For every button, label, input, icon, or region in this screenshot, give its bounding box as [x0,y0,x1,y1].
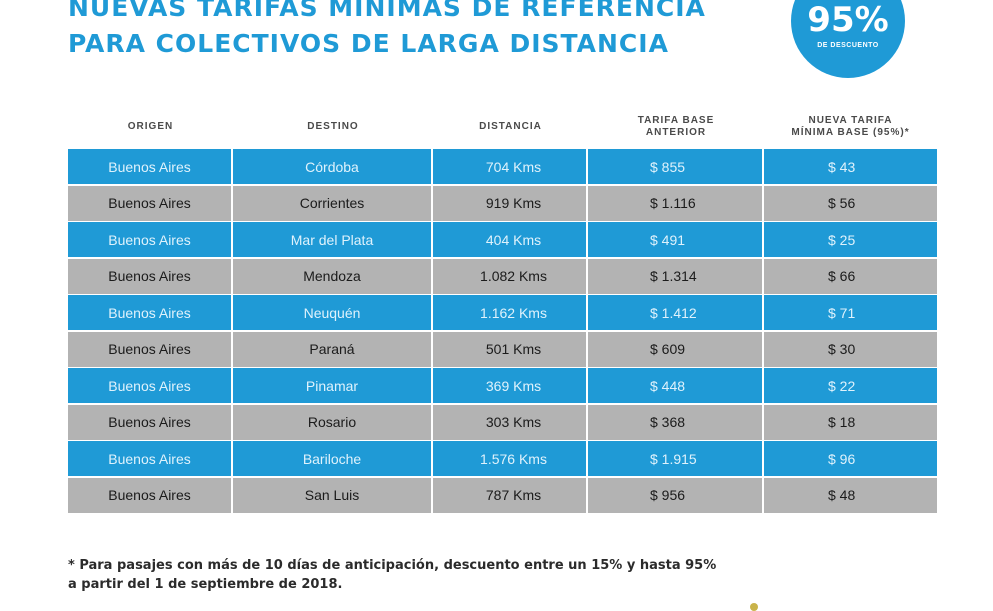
header-nueva-tarifa: NUEVA TARIFA MÍNIMA BASE (95%)* [764,115,937,139]
page-title: NUEVAS TARIFAS MÍNIMAS DE REFERENCIA PAR… [68,0,706,62]
cell-tarifa-anterior: $ 1.314 [588,258,764,294]
table-row: Buenos Aires Rosario 303 Kms $ 368 $ 18 [68,404,937,440]
header-nueva-tarifa-line-1: NUEVA TARIFA [808,115,893,126]
cell-nueva-tarifa: $ 18 [764,404,937,440]
cell-destino: Pinamar [233,368,433,403]
cell-distancia: 1.576 Kms [433,441,588,476]
cell-tarifa-anterior: $ 1.116 [588,185,764,221]
cell-tarifa-anterior: $ 855 [588,149,764,184]
cell-origen: Buenos Aires [68,185,233,221]
cell-nueva-tarifa: $ 56 [764,185,937,221]
cell-origen: Buenos Aires [68,368,233,403]
table-row: Buenos Aires Corrientes 919 Kms $ 1.116 … [68,185,937,221]
cell-origen: Buenos Aires [68,331,233,367]
cell-nueva-tarifa: $ 48 [764,477,937,513]
title-line-2: PARA COLECTIVOS DE LARGA DISTANCIA [68,29,669,58]
footnote: * Para pasajes con más de 10 días de ant… [68,556,828,594]
header-distancia: DISTANCIA [479,121,542,132]
cell-distancia: 369 Kms [433,368,588,403]
cell-destino: San Luis [233,477,433,513]
table-row: Buenos Aires Neuquén 1.162 Kms $ 1.412 $… [68,295,937,330]
cell-tarifa-anterior: $ 448 [588,368,764,403]
cell-destino: Bariloche [233,441,433,476]
cell-nueva-tarifa: $ 43 [764,149,937,184]
header-nueva-tarifa-line-2: MÍNIMA BASE (95%)* [791,127,910,138]
cell-destino: Neuquén [233,295,433,330]
cell-nueva-tarifa: $ 30 [764,331,937,367]
cell-origen: Buenos Aires [68,441,233,476]
cell-tarifa-anterior: $ 609 [588,331,764,367]
cell-destino: Mendoza [233,258,433,294]
cell-nueva-tarifa: $ 22 [764,368,937,403]
table-row: Buenos Aires Mendoza 1.082 Kms $ 1.314 $… [68,258,937,294]
cell-nueva-tarifa: $ 71 [764,295,937,330]
cell-tarifa-anterior: $ 1.412 [588,295,764,330]
cell-origen: Buenos Aires [68,222,233,257]
cell-nueva-tarifa: $ 25 [764,222,937,257]
cell-distancia: 704 Kms [433,149,588,184]
cell-origen: Buenos Aires [68,295,233,330]
cell-origen: Buenos Aires [68,149,233,184]
cell-tarifa-anterior: $ 368 [588,404,764,440]
cell-origen: Buenos Aires [68,404,233,440]
cell-distancia: 919 Kms [433,185,588,221]
cell-distancia: 404 Kms [433,222,588,257]
cell-distancia: 787 Kms [433,477,588,513]
cell-distancia: 1.162 Kms [433,295,588,330]
discount-badge: 95% DE DESCUENTO [791,0,905,78]
cell-distancia: 303 Kms [433,404,588,440]
footnote-line-2: a partir del 1 de septiembre de 2018. [68,577,343,592]
table-row: Buenos Aires San Luis 787 Kms $ 956 $ 48 [68,477,937,513]
cell-tarifa-anterior: $ 956 [588,477,764,513]
table-header: ORIGEN DESTINO DISTANCIA TARIFA BASE ANT… [68,105,937,149]
fares-table: ORIGEN DESTINO DISTANCIA TARIFA BASE ANT… [68,105,937,514]
cell-tarifa-anterior: $ 491 [588,222,764,257]
table-row: Buenos Aires Bariloche 1.576 Kms $ 1.915… [68,441,937,476]
cell-destino: Rosario [233,404,433,440]
cell-destino: Córdoba [233,149,433,184]
header-tarifa-anterior-line-1: TARIFA BASE [637,115,715,126]
cell-distancia: 501 Kms [433,331,588,367]
header-tarifa-anterior: TARIFA BASE ANTERIOR [588,115,764,139]
header-destino: DESTINO [307,121,359,132]
cell-origen: Buenos Aires [68,258,233,294]
table-row: Buenos Aires Pinamar 369 Kms $ 448 $ 22 [68,368,937,403]
cell-origen: Buenos Aires [68,477,233,513]
header-origen: ORIGEN [127,121,174,132]
logo-fragment-icon [750,603,758,611]
cell-distancia: 1.082 Kms [433,258,588,294]
discount-label: DE DESCUENTO [817,42,879,49]
cell-tarifa-anterior: $ 1.915 [588,441,764,476]
table-body: Buenos Aires Córdoba 704 Kms $ 855 $ 43 … [68,149,937,513]
title-line-1: NUEVAS TARIFAS MÍNIMAS DE REFERENCIA [68,0,706,22]
table-row: Buenos Aires Mar del Plata 404 Kms $ 491… [68,222,937,257]
table-row: Buenos Aires Córdoba 704 Kms $ 855 $ 43 [68,149,937,184]
cell-destino: Paraná [233,331,433,367]
cell-destino: Mar del Plata [233,222,433,257]
header-tarifa-anterior-line-2: ANTERIOR [645,127,707,138]
cell-nueva-tarifa: $ 96 [764,441,937,476]
table-row: Buenos Aires Paraná 501 Kms $ 609 $ 30 [68,331,937,367]
footnote-line-1: * Para pasajes con más de 10 días de ant… [68,558,717,573]
cell-destino: Corrientes [233,185,433,221]
discount-percent: 95% [807,0,889,40]
cell-nueva-tarifa: $ 66 [764,258,937,294]
